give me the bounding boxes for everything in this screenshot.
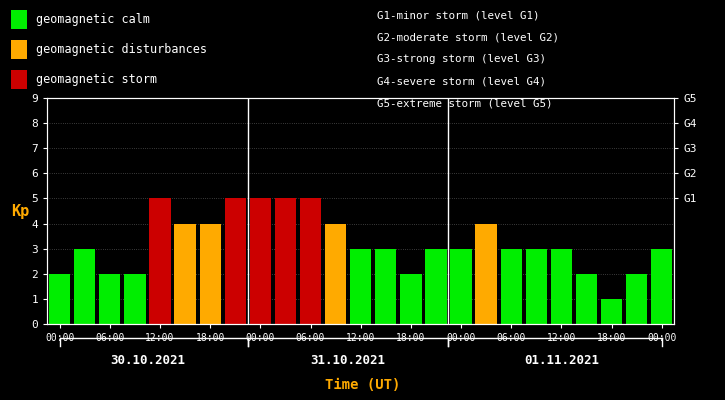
Bar bbox=[300, 198, 321, 324]
Text: G2-moderate storm (level G2): G2-moderate storm (level G2) bbox=[377, 32, 559, 42]
Bar bbox=[576, 274, 597, 324]
Bar bbox=[426, 249, 447, 324]
Bar bbox=[551, 249, 572, 324]
Bar bbox=[325, 224, 347, 324]
Bar bbox=[476, 224, 497, 324]
Text: Time (UT): Time (UT) bbox=[325, 378, 400, 392]
Bar bbox=[626, 274, 647, 324]
Text: G1-minor storm (level G1): G1-minor storm (level G1) bbox=[377, 10, 539, 20]
Text: G3-strong storm (level G3): G3-strong storm (level G3) bbox=[377, 54, 546, 64]
Bar bbox=[350, 249, 371, 324]
Bar bbox=[450, 249, 472, 324]
Bar bbox=[99, 274, 120, 324]
Text: 31.10.2021: 31.10.2021 bbox=[310, 354, 386, 366]
Bar bbox=[526, 249, 547, 324]
Bar bbox=[651, 249, 672, 324]
Text: geomagnetic disturbances: geomagnetic disturbances bbox=[36, 43, 207, 56]
Bar bbox=[124, 274, 146, 324]
Bar bbox=[500, 249, 522, 324]
Bar bbox=[225, 198, 246, 324]
Bar bbox=[601, 299, 622, 324]
Bar bbox=[375, 249, 397, 324]
Text: geomagnetic calm: geomagnetic calm bbox=[36, 13, 149, 26]
Text: 30.10.2021: 30.10.2021 bbox=[110, 354, 185, 366]
Bar bbox=[74, 249, 96, 324]
Bar bbox=[275, 198, 296, 324]
Text: G5-extreme storm (level G5): G5-extreme storm (level G5) bbox=[377, 98, 552, 108]
Bar bbox=[175, 224, 196, 324]
Bar bbox=[400, 274, 421, 324]
Bar bbox=[199, 224, 221, 324]
Y-axis label: Kp: Kp bbox=[11, 204, 29, 218]
Bar bbox=[249, 198, 271, 324]
Text: 01.11.2021: 01.11.2021 bbox=[524, 354, 599, 366]
Text: G4-severe storm (level G4): G4-severe storm (level G4) bbox=[377, 76, 546, 86]
Text: geomagnetic storm: geomagnetic storm bbox=[36, 73, 157, 86]
Bar bbox=[149, 198, 170, 324]
Bar bbox=[49, 274, 70, 324]
